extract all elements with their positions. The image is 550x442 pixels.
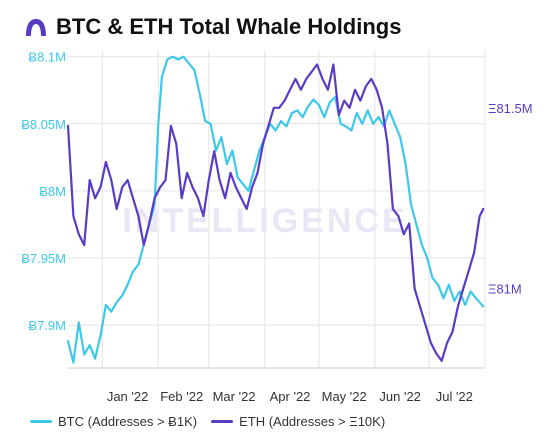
- btc-series-line: [66, 55, 485, 364]
- x-tick-label: Mar '22: [213, 389, 256, 404]
- y-left-tick-label: Ƀ8.05M: [21, 117, 66, 132]
- legend-label-btc: BTC (Addresses > Ƀ1K): [58, 414, 198, 429]
- y-right-tick-label: Ξ81.5M: [488, 101, 533, 116]
- x-tick-label: Jan '22: [107, 389, 149, 404]
- whale-holdings-chart: INTELLIGENCE Ƀ7.9M Ƀ7.95M Ƀ8M Ƀ8.05M Ƀ8.1M Ξ81…: [21, 50, 533, 404]
- x-tick-label: Apr '22: [270, 389, 311, 404]
- watermark: INTELLIGENCE: [122, 202, 407, 240]
- legend-swatch-eth: [211, 420, 234, 423]
- legend-swatch-btc: [30, 420, 52, 423]
- x-tick-label: Feb '22: [160, 389, 203, 404]
- legend-label-eth: ETH (Addresses > Ξ10K): [239, 414, 386, 429]
- y-left-tick-label: Ƀ7.95M: [21, 251, 66, 266]
- y-left-tick-label: Ƀ8.1M: [28, 50, 66, 65]
- legend-item-btc[interactable]: BTC (Addresses > Ƀ1K): [30, 414, 197, 429]
- y-left-tick-label: Ƀ7.9M: [28, 318, 66, 333]
- chart-title-bar: BTC & ETH Total Whale Holdings: [24, 12, 401, 42]
- x-tick-label: May '22: [322, 389, 367, 404]
- chart-title: BTC & ETH Total Whale Holdings: [56, 14, 402, 39]
- y-right-tick-label: Ξ81M: [488, 282, 522, 297]
- y-left-tick-label: Ƀ8M: [39, 184, 66, 199]
- eth-series-line: [66, 63, 485, 362]
- x-tick-label: Jul '22: [436, 389, 473, 404]
- chart-legend: BTC (Addresses > Ƀ1K) ETH (Addresses > Ξ…: [30, 414, 399, 429]
- intotheblock-logo-icon: [26, 19, 46, 36]
- legend-item-eth[interactable]: ETH (Addresses > Ξ10K): [211, 414, 385, 429]
- x-tick-label: Jun '22: [379, 389, 421, 404]
